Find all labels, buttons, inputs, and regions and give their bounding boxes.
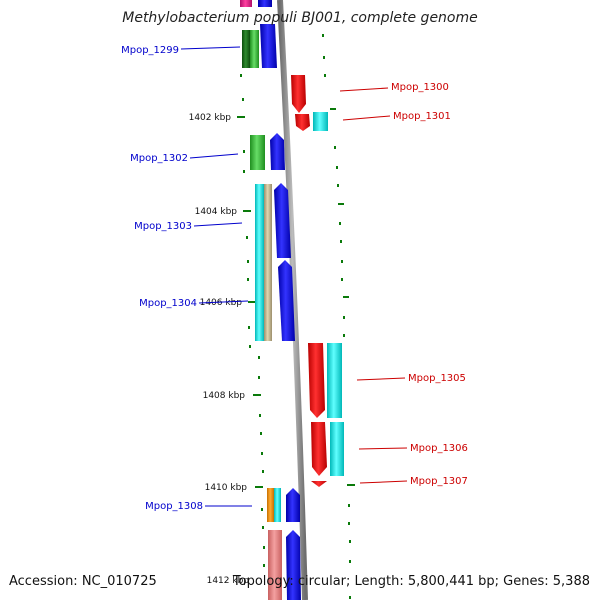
gene-block-cyan-1303[interactable] [255, 184, 264, 341]
gene-arrow-mpop-1307[interactable] [311, 481, 327, 487]
tick-mark-1404 [243, 210, 251, 212]
tick-label-1402: 1402 kbp [189, 113, 232, 123]
gene-block-green-1302[interactable] [250, 135, 265, 170]
tick-mark-1408 [253, 394, 261, 396]
gene-block-blue-top[interactable] [258, 0, 272, 7]
gene-arrow-mpop-1302[interactable] [270, 133, 285, 170]
gene-block-magenta[interactable] [240, 0, 252, 7]
gene-block-lightgreen[interactable] [250, 30, 259, 68]
gene-block-tan[interactable] [264, 184, 272, 341]
right-leader-lines [339, 87, 408, 484]
genome-summary-text: Topology: circular; Length: 5,800,441 bp… [232, 574, 590, 589]
scale-ticks: 1402 kbp 1404 kbp 1406 kbp 1408 kbp 1410… [189, 113, 263, 586]
gene-label-mpop-1307[interactable]: Mpop_1307 [410, 476, 468, 487]
gene-block-cyan-1306[interactable] [330, 422, 344, 476]
left-track-ticks [240, 74, 265, 567]
gene-arrow-mpop-1306[interactable] [311, 422, 327, 476]
tick-mark-1402 [237, 116, 245, 118]
tick-label-1412: 1412 kbp [207, 576, 250, 586]
accession-text: Accession: NC_010725 [9, 574, 157, 589]
genome-backbone [277, 0, 308, 600]
gene-block-green[interactable] [242, 30, 250, 68]
tick-mark-1410 [255, 486, 263, 488]
gene-label-mpop-1300[interactable]: Mpop_1300 [391, 82, 449, 93]
genome-title: Methylobacterium populi BJ001, complete … [122, 10, 478, 26]
gene-label-mpop-1306[interactable]: Mpop_1306 [410, 443, 468, 454]
left-gene-labels: Mpop_1299 Mpop_1302 Mpop_1303 Mpop_1304 … [121, 45, 203, 512]
gene-block-pink[interactable] [268, 530, 282, 600]
gene-block-cyan-1305[interactable] [327, 343, 342, 418]
gene-label-mpop-1299[interactable]: Mpop_1299 [121, 45, 179, 56]
gene-arrow-mpop-1308[interactable] [286, 488, 300, 522]
gene-arrow-blue-bottom[interactable] [286, 530, 301, 600]
gene-arrow-mpop-1303[interactable] [274, 183, 291, 258]
gene-arrow-mpop-1304[interactable] [278, 260, 295, 341]
gene-label-mpop-1305[interactable]: Mpop_1305 [408, 373, 466, 384]
gene-label-mpop-1303[interactable]: Mpop_1303 [134, 221, 192, 232]
tick-label-1410: 1410 kbp [205, 483, 248, 493]
gene-arrow-mpop-1301[interactable] [295, 114, 310, 131]
gene-block-cyan-1308[interactable] [274, 488, 281, 522]
tick-label-1406: 1406 kbp [200, 298, 243, 308]
right-gene-labels: Mpop_1300 Mpop_1301 Mpop_1305 Mpop_1306 … [391, 82, 468, 487]
gene-block-orange[interactable] [267, 488, 274, 522]
gene-arrow-mpop-1300[interactable] [291, 75, 306, 113]
right-track-ticks [322, 34, 355, 599]
gene-label-mpop-1308[interactable]: Mpop_1308 [145, 501, 203, 512]
left-leader-lines [180, 46, 252, 507]
tick-mark-1406 [248, 301, 256, 303]
gene-arrow-mpop-1299[interactable] [260, 24, 277, 68]
gene-label-mpop-1304[interactable]: Mpop_1304 [139, 298, 197, 309]
tick-label-1408: 1408 kbp [203, 391, 246, 401]
tick-label-1404: 1404 kbp [195, 207, 238, 217]
gene-arrow-mpop-1305[interactable] [308, 343, 325, 418]
gene-label-mpop-1301[interactable]: Mpop_1301 [393, 111, 451, 122]
gene-label-mpop-1302[interactable]: Mpop_1302 [130, 153, 188, 164]
gene-block-cyan-1301[interactable] [313, 112, 328, 131]
